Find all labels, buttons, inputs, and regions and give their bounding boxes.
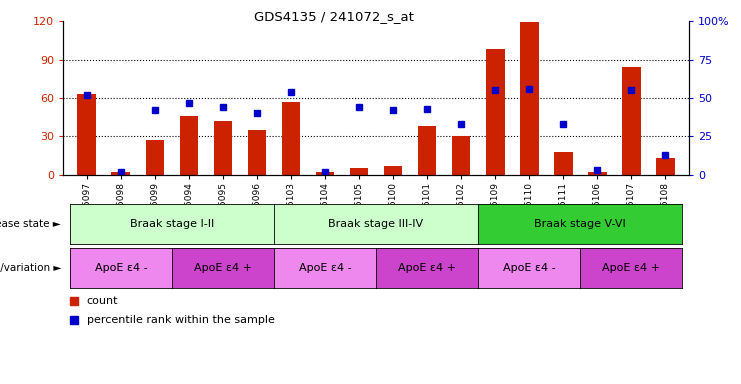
Bar <box>554 152 573 175</box>
Bar <box>316 172 334 175</box>
Text: ApoE ε4 -: ApoE ε4 - <box>299 263 351 273</box>
Text: count: count <box>87 296 119 306</box>
Text: ApoE ε4 -: ApoE ε4 - <box>95 263 147 273</box>
Bar <box>350 168 368 175</box>
Bar <box>78 94 96 175</box>
Text: ApoE ε4 -: ApoE ε4 - <box>503 263 556 273</box>
Text: percentile rank within the sample: percentile rank within the sample <box>87 315 275 325</box>
Text: disease state ►: disease state ► <box>0 218 61 229</box>
Bar <box>179 116 199 175</box>
Bar <box>486 49 505 175</box>
Text: ApoE ε4 +: ApoE ε4 + <box>602 263 660 273</box>
Bar <box>520 22 539 175</box>
Bar <box>656 158 674 175</box>
Bar <box>145 140 165 175</box>
Bar <box>213 121 232 175</box>
Text: Braak stage I-II: Braak stage I-II <box>130 218 214 229</box>
Bar <box>247 130 266 175</box>
Text: ApoE ε4 +: ApoE ε4 + <box>194 263 252 273</box>
Text: Braak stage V-VI: Braak stage V-VI <box>534 218 626 229</box>
Text: Braak stage III-IV: Braak stage III-IV <box>328 218 424 229</box>
Bar <box>111 172 130 175</box>
Bar <box>418 126 436 175</box>
Text: GDS4135 / 241072_s_at: GDS4135 / 241072_s_at <box>253 10 413 23</box>
Bar <box>588 172 607 175</box>
Text: ApoE ε4 +: ApoE ε4 + <box>398 263 456 273</box>
Bar <box>622 67 641 175</box>
Bar <box>452 136 471 175</box>
Bar <box>282 102 300 175</box>
Bar <box>384 166 402 175</box>
Text: genotype/variation ►: genotype/variation ► <box>0 263 61 273</box>
